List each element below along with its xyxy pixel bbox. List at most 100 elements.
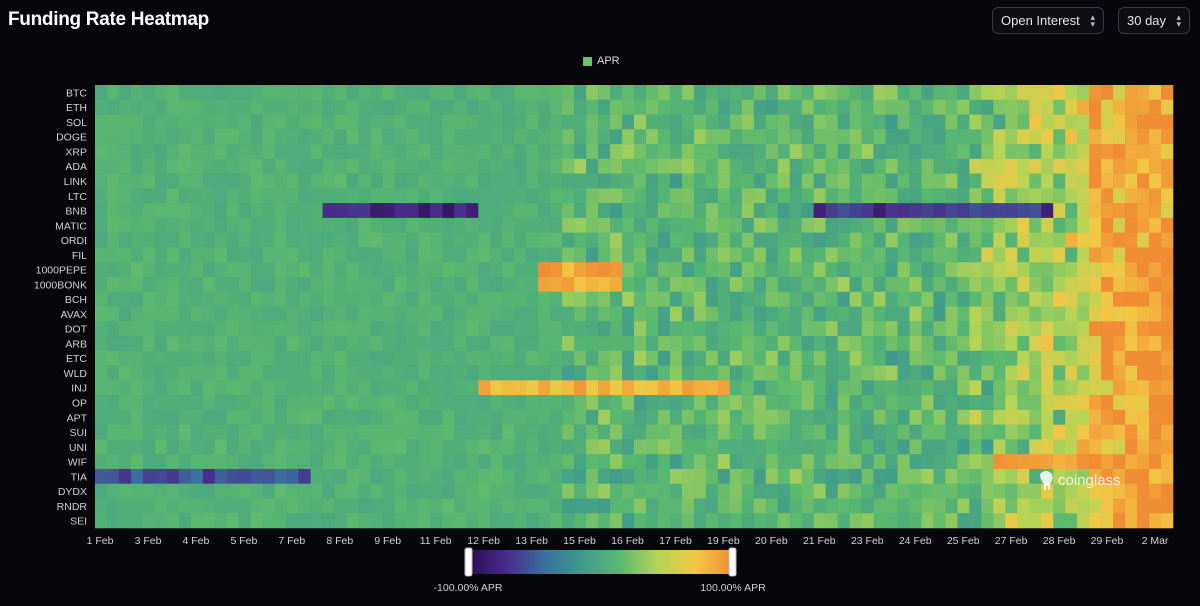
heatmap-cell[interactable] <box>753 144 767 160</box>
heatmap-cell[interactable] <box>514 276 527 293</box>
heatmap-cell[interactable] <box>981 321 994 337</box>
heatmap-cell[interactable] <box>106 468 120 484</box>
heatmap-cell[interactable] <box>550 262 563 278</box>
heatmap-cell[interactable] <box>118 424 132 440</box>
heatmap-cell[interactable] <box>861 513 874 529</box>
heatmap-cell[interactable] <box>741 439 755 455</box>
heatmap-cell[interactable] <box>334 498 347 514</box>
heatmap-cell[interactable] <box>1101 306 1114 322</box>
heatmap-cell[interactable] <box>478 365 491 381</box>
heatmap-cell[interactable] <box>849 306 862 322</box>
heatmap-cell[interactable] <box>106 424 120 440</box>
heatmap-cell[interactable] <box>226 468 240 484</box>
heatmap-cell[interactable] <box>394 203 407 219</box>
heatmap-cell[interactable] <box>118 129 132 145</box>
heatmap-cell[interactable] <box>322 173 335 189</box>
heatmap-cell[interactable] <box>945 99 958 115</box>
heatmap-cell[interactable] <box>334 114 347 130</box>
heatmap-cell[interactable] <box>1017 306 1030 322</box>
heatmap-cell[interactable] <box>226 454 240 470</box>
heatmap-cell[interactable] <box>1113 114 1126 130</box>
heatmap-cell[interactable] <box>1077 232 1090 248</box>
heatmap-cell[interactable] <box>873 247 886 263</box>
heatmap-cell[interactable] <box>238 483 252 499</box>
heatmap-cell[interactable] <box>657 114 671 130</box>
heatmap-cell[interactable] <box>418 424 431 440</box>
heatmap-cell[interactable] <box>1065 129 1078 145</box>
heatmap-cell[interactable] <box>142 365 156 381</box>
heatmap-cell[interactable] <box>130 321 144 337</box>
heatmap-cell[interactable] <box>178 468 192 484</box>
heatmap-cell[interactable] <box>777 483 791 499</box>
heatmap-cell[interactable] <box>1125 173 1138 189</box>
heatmap-cell[interactable] <box>286 188 299 204</box>
heatmap-cell[interactable] <box>861 336 874 352</box>
heatmap-cell[interactable] <box>322 365 335 381</box>
heatmap-cell[interactable] <box>214 468 228 484</box>
heatmap-cell[interactable] <box>430 380 443 396</box>
heatmap-cell[interactable] <box>885 217 898 233</box>
heatmap-cell[interactable] <box>1017 365 1030 381</box>
heatmap-cell[interactable] <box>945 321 958 337</box>
heatmap-cell[interactable] <box>681 336 695 352</box>
heatmap-cell[interactable] <box>993 203 1006 219</box>
heatmap-cell[interactable] <box>969 144 982 160</box>
heatmap-cell[interactable] <box>777 513 791 529</box>
heatmap-cell[interactable] <box>897 114 910 130</box>
heatmap-cell[interactable] <box>562 114 575 130</box>
heatmap-cell[interactable] <box>861 129 874 145</box>
heatmap-cell[interactable] <box>1005 513 1018 529</box>
heatmap-cell[interactable] <box>358 483 371 499</box>
heatmap-cell[interactable] <box>1005 262 1018 278</box>
heatmap-cell[interactable] <box>418 306 431 322</box>
heatmap-cell[interactable] <box>598 158 611 174</box>
heatmap-cell[interactable] <box>226 114 240 130</box>
heatmap-cell[interactable] <box>657 129 671 145</box>
heatmap-cell[interactable] <box>574 114 587 130</box>
heatmap-cell[interactable] <box>1005 498 1018 514</box>
heatmap-cell[interactable] <box>1113 158 1126 174</box>
heatmap-cell[interactable] <box>1077 468 1090 484</box>
heatmap-cell[interactable] <box>921 380 934 396</box>
heatmap-cell[interactable] <box>382 188 395 204</box>
heatmap-cell[interactable] <box>490 306 503 322</box>
heatmap-cell[interactable] <box>693 232 707 248</box>
heatmap-cell[interactable] <box>286 247 299 263</box>
heatmap-cell[interactable] <box>274 380 287 396</box>
heatmap-cell[interactable] <box>502 498 515 514</box>
heatmap-cell[interactable] <box>538 513 551 529</box>
heatmap-cell[interactable] <box>849 114 862 130</box>
heatmap-cell[interactable] <box>334 144 347 160</box>
heatmap-cell[interactable] <box>1089 276 1102 293</box>
heatmap-cell[interactable] <box>634 85 647 101</box>
heatmap-cell[interactable] <box>190 85 204 101</box>
heatmap-cell[interactable] <box>95 380 108 396</box>
heatmap-cell[interactable] <box>849 424 862 440</box>
heatmap-cell[interactable] <box>250 232 263 248</box>
heatmap-cell[interactable] <box>598 262 611 278</box>
heatmap-cell[interactable] <box>118 498 132 514</box>
heatmap-cell[interactable] <box>166 276 180 293</box>
heatmap-cell[interactable] <box>95 454 108 470</box>
heatmap-cell[interactable] <box>885 247 898 263</box>
heatmap-cell[interactable] <box>538 129 551 145</box>
heatmap-cell[interactable] <box>777 232 791 248</box>
heatmap-cell[interactable] <box>717 232 731 248</box>
heatmap-cell[interactable] <box>1161 321 1174 337</box>
heatmap-cell[interactable] <box>418 365 431 381</box>
heatmap-cell[interactable] <box>705 306 719 322</box>
heatmap-cell[interactable] <box>1017 336 1030 352</box>
heatmap-cell[interactable] <box>813 454 826 470</box>
heatmap-cell[interactable] <box>969 276 982 293</box>
heatmap-cell[interactable] <box>921 498 934 514</box>
heatmap-cell[interactable] <box>1053 144 1066 160</box>
heatmap-cell[interactable] <box>945 498 958 514</box>
heatmap-cell[interactable] <box>1029 454 1042 470</box>
heatmap-cell[interactable] <box>370 468 383 484</box>
heatmap-cell[interactable] <box>1005 350 1018 366</box>
heatmap-cell[interactable] <box>514 306 527 322</box>
heatmap-cell[interactable] <box>849 513 862 529</box>
heatmap-cell[interactable] <box>454 380 467 396</box>
heatmap-cell[interactable] <box>250 262 263 278</box>
heatmap-cell[interactable] <box>298 217 311 233</box>
